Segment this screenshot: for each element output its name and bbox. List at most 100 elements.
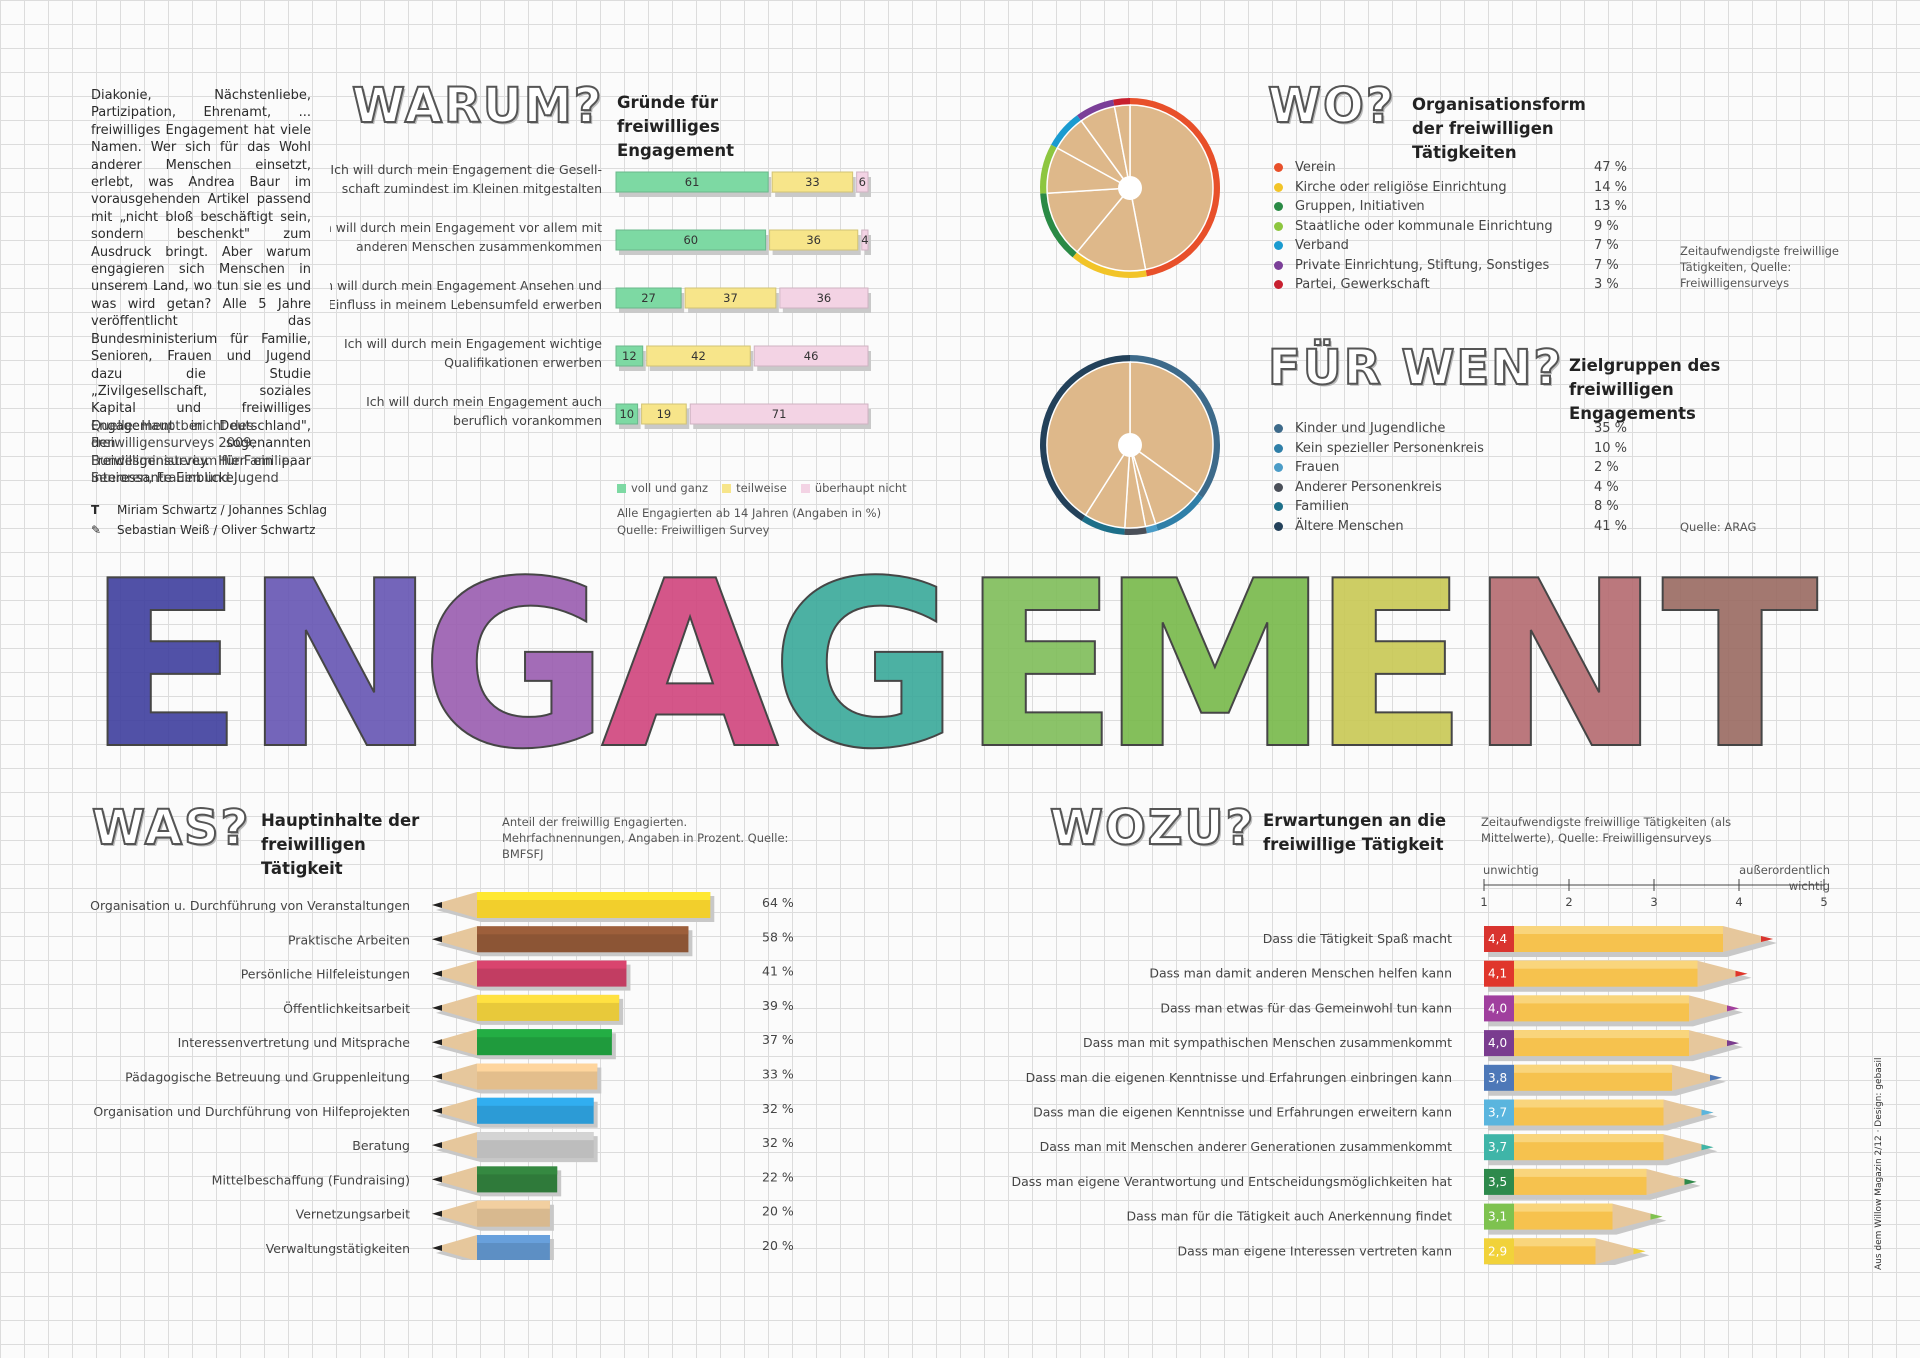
legend-dot [1274,424,1283,434]
text-authors: Miriam Schwartz / Johannes Schlag [117,503,328,517]
warum-value: 19 [657,407,672,421]
wo-legend-item: Gruppen, Initiativen 13 % [1274,197,1634,217]
was-heading: WAS? [91,799,251,857]
legend-value: 8 % [1594,499,1619,515]
legend-teilweise: teilweise [722,481,787,495]
was-label: Organisation und Durchführung von Hilfep… [93,1104,410,1119]
was-body-light [477,1097,594,1106]
was-lead [432,1210,442,1217]
pencil-icon: ✎ [91,523,102,537]
wozu-label: Dass man die eigenen Kenntnisse und Erfa… [1033,1105,1452,1120]
was-lead [432,936,442,943]
legend-swatch-voll [617,483,626,493]
was-wood [432,1132,477,1159]
was-body-light [477,1029,612,1038]
wozu-cap [1484,1168,1514,1195]
wo-legend-item: Kirche oder religiöse Einrichtung 14 % [1274,178,1634,198]
legend-label: Verband [1295,238,1349,254]
warum-source: Quelle: Freiwilligen Survey [617,523,770,537]
was-value: 64 % [762,895,794,910]
engagement-letter: E [961,555,1118,755]
was-value: 22 % [762,1169,794,1184]
wozu-lead [1701,1144,1714,1151]
engagement-letter: E [86,555,243,755]
wozu-value: 3,8 [1488,1071,1507,1085]
wozu-body-light [1514,1030,1689,1039]
was-wood [432,892,477,918]
was-value: 39 % [762,998,794,1013]
warum-label: schaft zumindest im Kleinen mitgestalten [342,181,602,196]
fuer-wen-pie-chart [1040,355,1220,535]
engagement-letter: G [421,555,610,755]
wozu-wood [1672,1064,1722,1091]
wozu-wood [1689,1030,1739,1057]
was-wood [432,994,477,1021]
wozu-cap [1484,1099,1514,1126]
wozu-value: 2,9 [1488,1244,1507,1258]
wozu-body-light [1514,1168,1647,1177]
wozu-lead [1727,1040,1739,1047]
wozu-lead [1650,1213,1663,1220]
wozu-body-light [1514,995,1689,1004]
wo-subtitle: Organisationsform der freiwilligen Tätig… [1412,95,1586,162]
warum-bar-1 [771,171,854,193]
was-value: 20 % [762,1204,794,1219]
fuer-wen-legend-item: Familien 8 % [1274,497,1634,517]
was-label: Praktische Arbeiten [288,932,410,947]
was-body-light [477,994,620,1003]
illustration-authors: Sebastian Weiß / Oliver Schwartz [117,523,316,537]
wozu-tick-label: 1 [1480,895,1487,909]
intro-text: Diakonie, Nächstenliebe, Partizipation, … [91,88,311,486]
wozu-lead [1710,1074,1722,1081]
was-label: Verwaltungstätigkeiten [266,1241,410,1256]
wozu-scale-high: außerordentlich wichtig [1739,863,1830,893]
was-wood [432,1063,477,1090]
was-body-light [477,960,627,969]
warum-heading: WARUM? [351,77,604,135]
legend-value: 7 % [1594,238,1619,254]
legend-value: 3 % [1594,277,1619,293]
was-value: 32 % [762,1101,794,1116]
was-label: Beratung [352,1138,410,1153]
wozu-cap [1484,1064,1514,1091]
wozu-value: 4,0 [1488,1036,1507,1050]
was-label: Pädagogische Betreuung und Gruppenleitun… [125,1070,410,1085]
was-lead [432,902,442,908]
legend-value: 35 % [1594,421,1628,437]
wozu-value: 3,7 [1488,1106,1507,1120]
legend-dot [1274,221,1283,231]
wozu-body-light [1514,960,1698,969]
wo-legend: Verein 47 % Kirche oder religiöse Einricht… [1274,158,1634,295]
was-value: 58 % [762,929,794,944]
was-body-light [477,1235,550,1243]
warum-label: Qualifikationen erwerben [444,355,602,370]
wozu-wood [1697,960,1748,987]
warum-label: anderen Menschen zusammenkommen [356,239,602,254]
was-wood [432,960,477,987]
was-label: Interessenvertretung und Mitsprache [178,1035,411,1050]
was-value: 20 % [762,1238,794,1253]
warum-bar-2 [779,287,869,309]
legend-dot [1274,163,1283,173]
was-body-light [477,892,711,900]
was-wood [432,1200,477,1227]
legend-label: Kinder und Jugendliche [1295,421,1446,437]
warum-value: 36 [817,291,832,305]
wozu-body-light [1514,926,1723,934]
warum-bar-2 [689,403,869,425]
was-chart: Organisation u. Durchführung von Veranst… [90,892,794,1260]
warum-value: 4 [861,233,868,247]
pie-wood [1046,187,1132,254]
wozu-body-light [1514,1238,1596,1247]
fuer-wen-heading: FÜR WEN? [1267,339,1564,397]
fuer-wen-note: Quelle: ARAG [1680,520,1757,534]
warum-value: 10 [619,407,634,421]
fuer-wen-subtitle: Zielgruppen des freiwilligen Engagements [1569,356,1721,423]
wozu-label: Dass man etwas für das Gemeinwohl tun ka… [1160,1000,1452,1015]
was-subtitle: Hauptinhalte der freiwilligen Tätigkeit [261,811,420,878]
legend-label: Frauen [1295,460,1340,476]
legend-nicht: überhaupt nicht [800,481,907,495]
was-lead [432,1107,442,1114]
wo-legend-item: Verband 7 % [1274,236,1634,256]
wozu-body-light [1514,1064,1672,1073]
